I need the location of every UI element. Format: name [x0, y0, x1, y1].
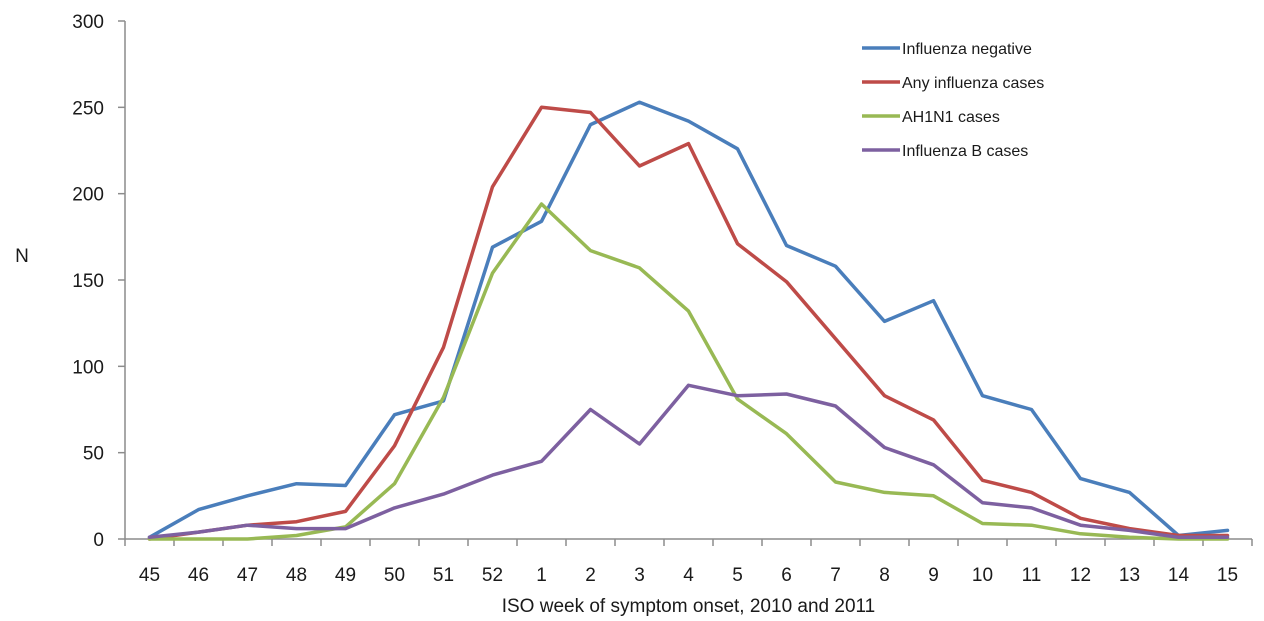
y-axis-title: N [15, 246, 29, 267]
x-axis-title: ISO week of symptom onset, 2010 and 2011 [502, 596, 876, 617]
y-tick-label: 100 [72, 357, 104, 378]
x-tick-label: 47 [237, 565, 258, 586]
x-tick-label: 45 [139, 565, 160, 586]
x-tick-label: 12 [1070, 565, 1091, 586]
legend-label: Any influenza cases [902, 75, 1044, 92]
x-tick-label: 49 [335, 565, 356, 586]
series-line-influenza-negative [147, 100, 1230, 540]
y-tick-label: 250 [72, 98, 104, 119]
x-tick-label: 13 [1119, 565, 1140, 586]
x-tick-label: 7 [830, 565, 841, 586]
series-line-ah1n1-cases [147, 202, 1230, 541]
x-tick-label: 2 [585, 565, 596, 586]
x-tick-label: 6 [781, 565, 792, 586]
x-tick-label: 4 [683, 565, 694, 586]
y-tick-label: 200 [72, 185, 104, 206]
legend: Influenza negative Any influenza cases AH1… [862, 41, 1044, 160]
y-tick-label: 50 [83, 444, 104, 465]
x-tick-label: 14 [1168, 565, 1190, 586]
series-line-any-influenza-cases [147, 105, 1230, 541]
x-tick-label: 5 [732, 565, 743, 586]
legend-label: AH1N1 cases [902, 109, 1000, 126]
x-tick-label: 9 [928, 565, 939, 586]
x-tick-label: 10 [972, 565, 993, 586]
legend-label: Influenza negative [902, 41, 1032, 58]
x-tick-label: 51 [433, 565, 454, 586]
x-tick-label: 48 [286, 565, 307, 586]
legend-label: Influenza B cases [902, 143, 1028, 160]
y-axis: 0 50 100 150 200 250 300 [72, 12, 126, 551]
x-tick-label: 1 [536, 565, 547, 586]
series-group [147, 100, 1230, 541]
x-tick-label: 11 [1022, 565, 1042, 586]
x-tick-label: 8 [879, 565, 890, 586]
series-line-influenza-b-cases [147, 383, 1230, 540]
y-tick-label: 300 [72, 12, 104, 33]
y-tick-label: 150 [72, 271, 104, 292]
x-tick-label: 15 [1217, 565, 1238, 586]
x-tick-label: 52 [482, 565, 503, 586]
y-tick-label: 0 [93, 530, 104, 551]
x-axis: 45 46 47 48 49 50 51 52 1 2 3 4 5 6 7 8 9 10 11 12 13 14 15 [124, 538, 1253, 586]
x-tick-label: 46 [188, 565, 209, 586]
x-tick-label: 3 [634, 565, 645, 586]
x-tick-label: 50 [384, 565, 405, 586]
